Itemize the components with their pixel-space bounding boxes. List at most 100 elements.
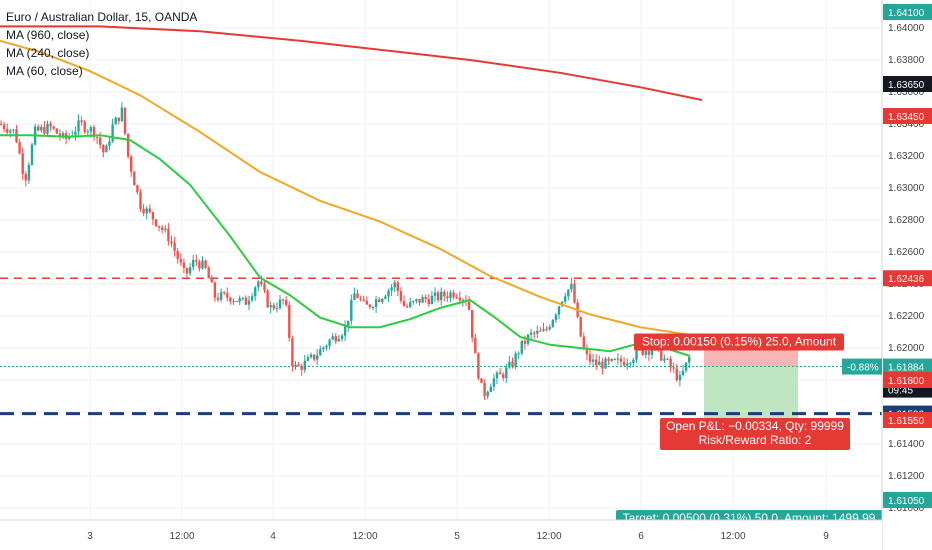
- candle: [61, 131, 65, 140]
- candle: [139, 189, 142, 212]
- candle-body: [232, 301, 235, 303]
- candle-body: [188, 267, 192, 274]
- candle: [117, 117, 120, 125]
- candle-body: [688, 357, 691, 363]
- candle-body: [179, 259, 182, 263]
- candle-body: [508, 361, 511, 368]
- candle: [471, 309, 474, 343]
- price-tick: 1.61000: [888, 503, 925, 514]
- candle-body: [55, 128, 58, 134]
- candle: [133, 170, 136, 186]
- candle: [545, 326, 548, 332]
- ma-240-line: [0, 39, 703, 338]
- candle-body: [613, 358, 616, 360]
- candle: [449, 290, 452, 303]
- candle: [46, 120, 49, 136]
- candle-body: [533, 332, 536, 334]
- candle: [257, 280, 260, 292]
- candle: [303, 354, 306, 373]
- pnl-label: Open P&L: −0.00334, Qty: 99999Risk/Rewar…: [660, 418, 850, 450]
- price-tick: 1.62000: [888, 343, 925, 354]
- candle-body: [61, 133, 65, 137]
- candle-body: [337, 338, 341, 342]
- candle-body: [446, 296, 449, 299]
- candle-body: [418, 299, 421, 303]
- time-tick: 12:00: [720, 531, 745, 542]
- candle-body: [145, 208, 148, 214]
- candle: [83, 120, 86, 135]
- candle-body: [362, 299, 365, 301]
- price-tick: 1.62800: [888, 215, 925, 226]
- candle: [350, 294, 353, 326]
- price-tag-text: 1.62436: [888, 274, 925, 285]
- candle: [554, 312, 558, 324]
- candle: [647, 349, 651, 361]
- candle: [102, 144, 105, 158]
- candle-body: [328, 339, 331, 346]
- candle-body: [672, 367, 675, 369]
- candle-body: [381, 298, 384, 302]
- candle-body: [536, 330, 539, 334]
- candle-body: [18, 142, 21, 154]
- candle-body: [306, 357, 310, 361]
- price-tick: 1.64000: [888, 23, 925, 34]
- candle: [433, 287, 437, 302]
- candle-body: [269, 305, 272, 308]
- candle-body: [650, 350, 654, 355]
- candle-body: [458, 297, 461, 301]
- candle-body: [567, 289, 570, 297]
- candle-body: [427, 299, 430, 305]
- candle: [201, 256, 204, 270]
- candle: [529, 329, 533, 341]
- candle-body: [433, 292, 437, 296]
- candle-body: [551, 319, 554, 327]
- candle-body: [99, 137, 102, 145]
- candle-body: [95, 136, 99, 138]
- candle-body: [207, 267, 210, 279]
- price-tick: 1.61400: [888, 439, 925, 450]
- candle-body: [86, 131, 89, 133]
- candle: [309, 352, 313, 359]
- candle: [511, 357, 514, 369]
- candle-body: [489, 386, 492, 392]
- candle: [467, 296, 471, 311]
- candle-body: [430, 295, 434, 305]
- candle-body: [235, 301, 238, 303]
- candle: [52, 125, 55, 131]
- candle-body: [139, 192, 142, 209]
- candle: [498, 368, 502, 375]
- candle-body: [77, 120, 80, 132]
- candle-body: [368, 304, 372, 308]
- candle-body: [626, 363, 629, 366]
- candle: [508, 355, 511, 369]
- candle-body: [285, 300, 288, 305]
- candle: [322, 346, 325, 353]
- candle-body: [467, 301, 471, 310]
- candle: [359, 295, 362, 302]
- candle: [281, 298, 285, 305]
- candle-body: [461, 299, 465, 301]
- candle-body: [632, 359, 635, 363]
- candle: [204, 259, 207, 270]
- price-tag-bg: [883, 358, 932, 375]
- time-tick: 5: [454, 531, 460, 542]
- legend-ma-60: MA (60, close): [6, 64, 83, 78]
- candle-body: [660, 346, 663, 361]
- candle: [601, 357, 604, 375]
- time-tick: 12:00: [169, 531, 194, 542]
- candle: [213, 281, 217, 302]
- candle: [316, 349, 319, 365]
- candle-body: [449, 292, 452, 299]
- candle-body: [483, 382, 486, 397]
- candle-body: [52, 126, 55, 129]
- candle-body: [595, 359, 598, 366]
- candle: [610, 358, 613, 363]
- candle: [0, 120, 3, 126]
- candle-body: [24, 173, 27, 181]
- candle-body: [619, 358, 623, 362]
- candle: [297, 362, 300, 367]
- candle: [622, 357, 626, 367]
- candle-body: [223, 292, 226, 294]
- candle-body: [275, 308, 279, 310]
